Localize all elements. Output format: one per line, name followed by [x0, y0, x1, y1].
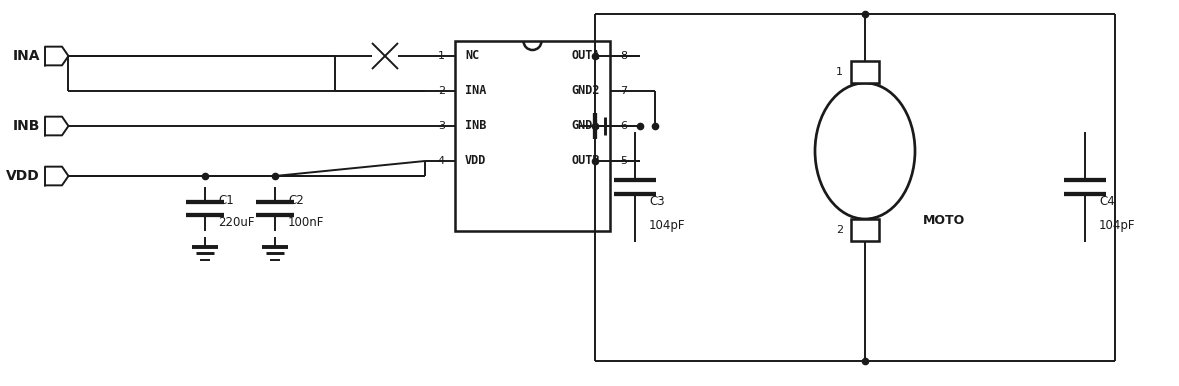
Text: C2: C2: [288, 194, 304, 207]
Text: 5: 5: [620, 156, 627, 166]
Text: 6: 6: [620, 121, 627, 131]
Text: 104pF: 104pF: [1099, 220, 1135, 232]
Text: 220uF: 220uF: [218, 216, 255, 229]
Bar: [851, 219, 880, 241]
Text: C3: C3: [648, 195, 665, 208]
Text: OUTB: OUTB: [572, 154, 600, 168]
Text: VDD: VDD: [465, 154, 487, 168]
Text: 8: 8: [620, 51, 627, 61]
Text: 4: 4: [437, 156, 444, 166]
Text: NC: NC: [465, 49, 479, 63]
Text: INA: INA: [465, 85, 487, 98]
Text: 2: 2: [836, 225, 843, 235]
Text: MOTO: MOTO: [923, 214, 966, 227]
Text: INB: INB: [13, 119, 40, 133]
Text: VDD: VDD: [6, 169, 40, 183]
Text: 2: 2: [437, 86, 444, 96]
Text: 100nF: 100nF: [288, 216, 324, 229]
Text: C4: C4: [1099, 195, 1115, 208]
Bar: [455, 41, 610, 231]
Text: INB: INB: [465, 120, 487, 132]
Text: GND2: GND2: [572, 85, 600, 98]
Text: C1: C1: [218, 194, 233, 207]
Text: 104pF: 104pF: [648, 220, 685, 232]
Text: OUTA: OUTA: [572, 49, 600, 63]
Bar: [851, 61, 880, 83]
Text: 1: 1: [836, 67, 843, 77]
Text: GND1: GND1: [572, 120, 600, 132]
Text: 1: 1: [439, 51, 444, 61]
Text: 3: 3: [439, 121, 444, 131]
Text: INA: INA: [13, 49, 40, 63]
Text: 7: 7: [620, 86, 627, 96]
